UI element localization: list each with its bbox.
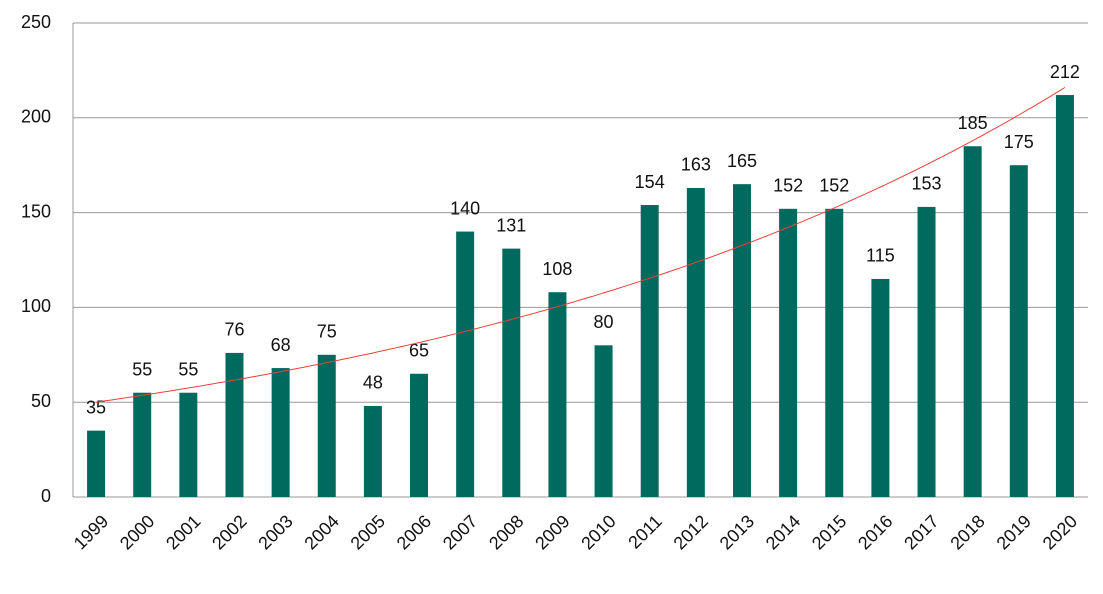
bar (548, 292, 567, 497)
y-tick-label: 100 (21, 296, 51, 316)
data-label: 35 (86, 397, 106, 417)
x-tick-label: 2001 (162, 511, 204, 553)
bar (363, 405, 382, 497)
data-label: 115 (866, 246, 895, 266)
x-tick-label: 1999 (70, 511, 112, 553)
y-tick-label: 250 (21, 12, 51, 32)
x-tick-label: 2000 (116, 511, 158, 553)
x-tick-label: 2005 (347, 511, 389, 553)
x-tick-label: 2007 (439, 511, 481, 553)
x-tick-label: 2020 (1039, 511, 1081, 553)
data-label: 154 (635, 172, 665, 192)
y-tick-label: 50 (31, 391, 51, 411)
bar (1009, 165, 1028, 497)
x-tick-label: 2013 (716, 511, 758, 553)
data-label: 55 (178, 359, 198, 379)
x-tick-label: 2019 (993, 511, 1035, 553)
data-label: 212 (1050, 62, 1080, 82)
x-tick-label: 2008 (485, 511, 527, 553)
trendline (96, 86, 1066, 403)
bar (640, 205, 659, 498)
bar (317, 354, 336, 497)
data-label: 48 (363, 373, 383, 393)
data-label: 55 (132, 359, 152, 379)
bar (1055, 95, 1074, 497)
bar (917, 206, 936, 498)
bar (963, 146, 982, 498)
x-tick-label: 2018 (946, 511, 988, 553)
data-label: 175 (1004, 132, 1034, 152)
bar (732, 184, 751, 497)
data-label: 152 (773, 176, 803, 196)
data-label: 65 (409, 341, 429, 361)
x-tick-label: 2003 (254, 511, 296, 553)
x-tick-label: 2014 (762, 511, 804, 553)
data-label: 153 (911, 174, 941, 194)
x-tick-label: 2015 (808, 511, 850, 553)
bar (456, 231, 475, 497)
bar (686, 187, 705, 497)
x-tick-label: 2004 (300, 511, 342, 553)
bar (594, 345, 613, 497)
y-tick-label: 150 (21, 201, 51, 221)
bar (410, 373, 429, 497)
bar (502, 248, 521, 497)
x-tick-label: 2009 (531, 511, 573, 553)
bar (271, 368, 290, 497)
data-label: 80 (594, 312, 614, 332)
x-tick-label: 2010 (577, 511, 619, 553)
bar (133, 392, 152, 497)
data-label: 68 (271, 335, 291, 355)
data-label: 108 (542, 259, 572, 279)
data-label: 140 (450, 198, 480, 218)
bar (779, 208, 798, 498)
y-tick-label: 200 (21, 107, 51, 127)
y-tick-label: 0 (41, 486, 51, 506)
data-label: 131 (496, 215, 526, 235)
x-tick-label: 2017 (900, 511, 942, 553)
data-label: 76 (224, 320, 244, 340)
data-label: 75 (317, 322, 337, 342)
data-label: 163 (681, 155, 711, 175)
x-tick-label: 2012 (670, 511, 712, 553)
x-tick-label: 2006 (393, 511, 435, 553)
data-label: 165 (727, 151, 757, 171)
x-tick-label: 2016 (854, 511, 896, 553)
bar (179, 392, 198, 497)
bar (225, 352, 244, 497)
data-label: 152 (819, 176, 849, 196)
bar (871, 278, 890, 497)
bar (87, 430, 106, 497)
bar (825, 208, 844, 498)
data-label: 185 (958, 113, 988, 133)
x-tick-label: 2002 (208, 511, 250, 553)
x-tick-label: 2011 (624, 511, 666, 553)
